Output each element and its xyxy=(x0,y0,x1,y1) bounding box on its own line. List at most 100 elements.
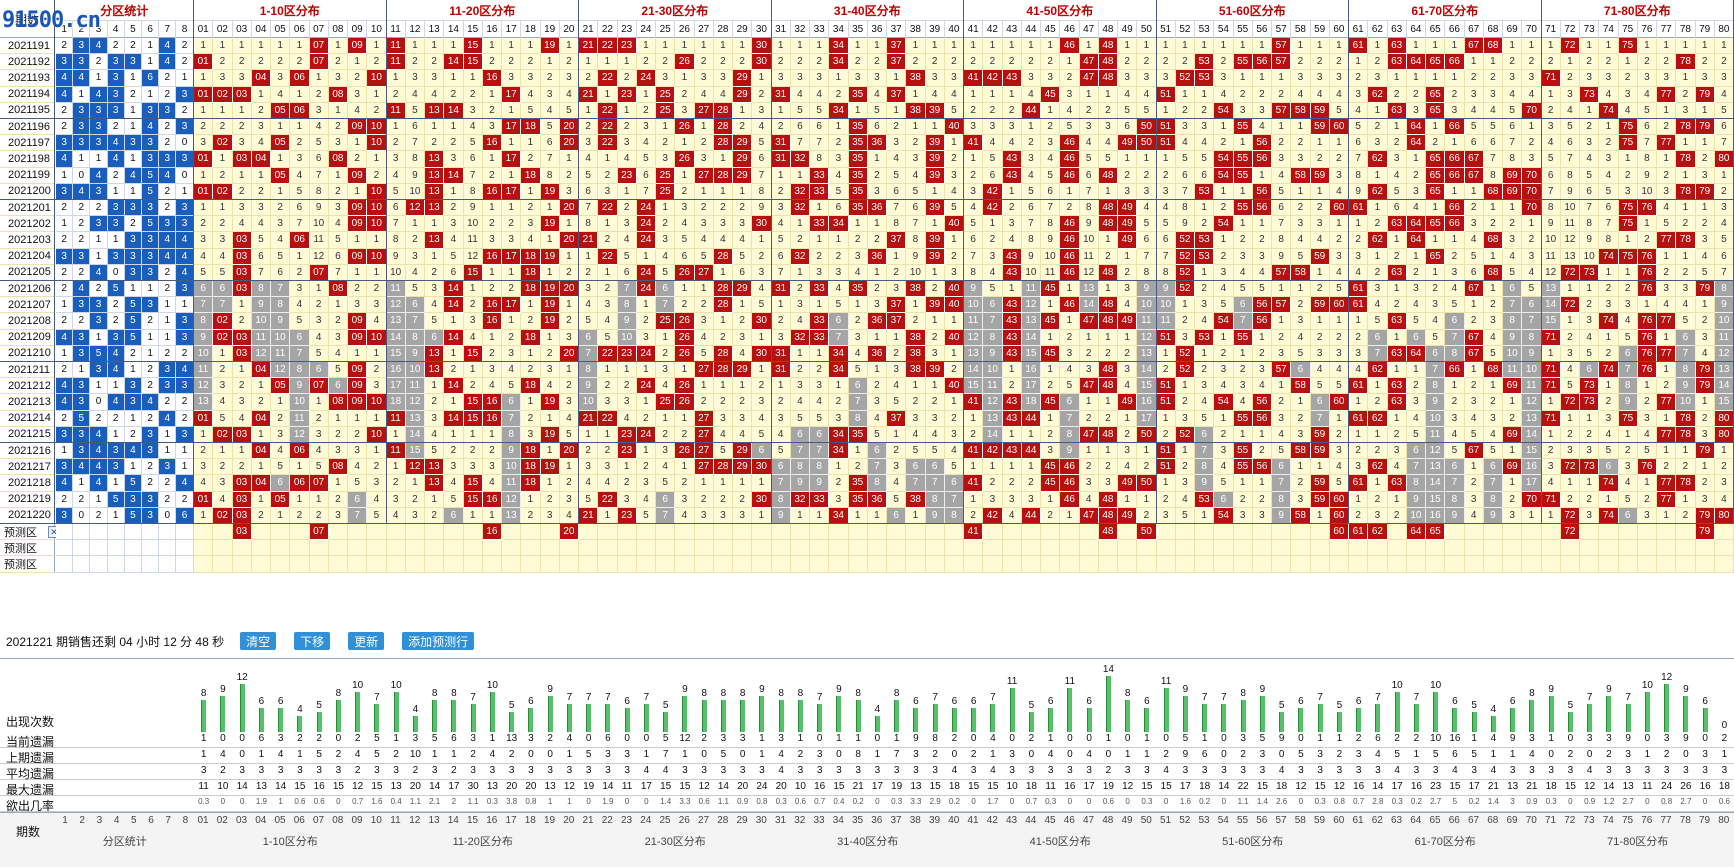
predict-cell[interactable] xyxy=(444,524,464,541)
predict-selected-cell[interactable]: 64 xyxy=(1406,524,1426,541)
predict-cell[interactable] xyxy=(1522,540,1542,557)
predict-cell[interactable] xyxy=(1714,556,1734,573)
predict-cell[interactable] xyxy=(559,556,579,573)
predict-cell[interactable] xyxy=(1541,556,1561,573)
predict-cell[interactable] xyxy=(1387,556,1407,573)
predict-cell[interactable] xyxy=(1175,540,1195,557)
predict-selected-cell[interactable]: 48 xyxy=(1098,524,1118,541)
predict-cell[interactable] xyxy=(290,556,310,573)
predict-cell[interactable] xyxy=(1522,524,1542,541)
predict-cell[interactable] xyxy=(867,556,887,573)
predict-cell[interactable] xyxy=(1175,556,1195,573)
predict-cell[interactable] xyxy=(656,524,676,541)
predict-cell[interactable] xyxy=(617,524,637,541)
predict-cell[interactable] xyxy=(656,540,676,557)
update-button[interactable]: 更新 xyxy=(348,632,385,650)
predict-zone-cell[interactable] xyxy=(124,556,142,573)
predict-cell[interactable] xyxy=(1195,556,1215,573)
predict-cell[interactable] xyxy=(348,524,368,541)
predict-cell[interactable] xyxy=(367,540,387,557)
predict-cell[interactable] xyxy=(405,556,425,573)
predict-cell[interactable] xyxy=(1541,540,1561,557)
predict-zone-cell[interactable] xyxy=(142,524,160,541)
predict-cell[interactable] xyxy=(1021,524,1041,541)
predict-zone-cell[interactable] xyxy=(176,524,194,541)
predict-cell[interactable] xyxy=(1098,556,1118,573)
predict-cell[interactable] xyxy=(1445,540,1465,557)
predict-cell[interactable] xyxy=(482,540,502,557)
predict-cell[interactable] xyxy=(1695,540,1715,557)
predict-cell[interactable] xyxy=(1137,556,1157,573)
predict-cell[interactable] xyxy=(1580,524,1600,541)
predict-cell[interactable] xyxy=(367,556,387,573)
predict-cell[interactable] xyxy=(232,540,252,557)
predict-cell[interactable] xyxy=(1503,540,1523,557)
predict-zone-cell[interactable] xyxy=(107,540,125,557)
predict-cell[interactable] xyxy=(810,524,830,541)
predict-cell[interactable] xyxy=(829,540,849,557)
predict-cell[interactable] xyxy=(617,556,637,573)
predict-cell[interactable] xyxy=(944,556,964,573)
predict-cell[interactable] xyxy=(213,540,233,557)
predict-selected-cell[interactable]: 62 xyxy=(1368,524,1388,541)
predict-cell[interactable] xyxy=(713,556,733,573)
predict-cell[interactable] xyxy=(1349,540,1369,557)
predict-cell[interactable] xyxy=(1329,556,1349,573)
predict-cell[interactable] xyxy=(1483,524,1503,541)
predict-cell[interactable] xyxy=(1002,556,1022,573)
predict-cell[interactable] xyxy=(1041,540,1061,557)
predict-zone-cell[interactable] xyxy=(142,540,160,557)
predict-cell[interactable] xyxy=(386,524,406,541)
predict-cell[interactable] xyxy=(1541,524,1561,541)
predict-zone-cell[interactable] xyxy=(176,556,194,573)
predict-zone-cell[interactable] xyxy=(90,540,108,557)
predict-cell[interactable] xyxy=(309,540,329,557)
predict-cell[interactable] xyxy=(1214,524,1234,541)
predict-selected-cell[interactable]: 65 xyxy=(1426,524,1446,541)
predict-cell[interactable] xyxy=(463,524,483,541)
predict-cell[interactable] xyxy=(559,540,579,557)
predict-cell[interactable] xyxy=(540,524,560,541)
predict-cell[interactable] xyxy=(906,524,926,541)
predict-zone-cell[interactable] xyxy=(90,556,108,573)
predict-cell[interactable] xyxy=(790,524,810,541)
predict-cell[interactable] xyxy=(444,540,464,557)
predict-cell[interactable] xyxy=(290,540,310,557)
predict-cell[interactable] xyxy=(1368,556,1388,573)
predict-cell[interactable] xyxy=(1233,556,1253,573)
predict-cell[interactable] xyxy=(1503,524,1523,541)
predict-cell[interactable] xyxy=(771,540,791,557)
predict-cell[interactable] xyxy=(733,556,753,573)
predict-cell[interactable] xyxy=(906,540,926,557)
predict-cell[interactable] xyxy=(1060,540,1080,557)
predict-cell[interactable] xyxy=(482,556,502,573)
predict-cell[interactable] xyxy=(752,524,772,541)
predict-cell[interactable] xyxy=(1657,540,1677,557)
predict-cell[interactable] xyxy=(1272,540,1292,557)
predict-cell[interactable] xyxy=(1156,524,1176,541)
predict-cell[interactable] xyxy=(694,556,714,573)
predict-cell[interactable] xyxy=(1560,540,1580,557)
predict-cell[interactable] xyxy=(328,540,348,557)
predict-cell[interactable] xyxy=(713,524,733,541)
predict-zone-cell[interactable] xyxy=(159,556,177,573)
predict-zone-cell[interactable] xyxy=(124,524,142,541)
predict-cell[interactable] xyxy=(1291,540,1311,557)
predict-cell[interactable] xyxy=(848,524,868,541)
predict-zone-cell[interactable] xyxy=(90,524,108,541)
predict-cell[interactable] xyxy=(502,540,522,557)
predict-cell[interactable] xyxy=(194,524,214,541)
predict-cell[interactable] xyxy=(1349,556,1369,573)
predict-zone-cell[interactable] xyxy=(73,556,91,573)
predict-cell[interactable] xyxy=(944,524,964,541)
predict-cell[interactable] xyxy=(964,540,984,557)
predict-cell[interactable] xyxy=(425,524,445,541)
predict-selected-cell[interactable]: 41 xyxy=(964,524,984,541)
predict-zone-cell[interactable] xyxy=(159,540,177,557)
predict-cell[interactable] xyxy=(887,540,907,557)
predict-cell[interactable] xyxy=(1137,540,1157,557)
predict-cell[interactable] xyxy=(425,556,445,573)
predict-cell[interactable] xyxy=(733,524,753,541)
predict-cell[interactable] xyxy=(213,556,233,573)
predict-cell[interactable] xyxy=(1676,556,1696,573)
